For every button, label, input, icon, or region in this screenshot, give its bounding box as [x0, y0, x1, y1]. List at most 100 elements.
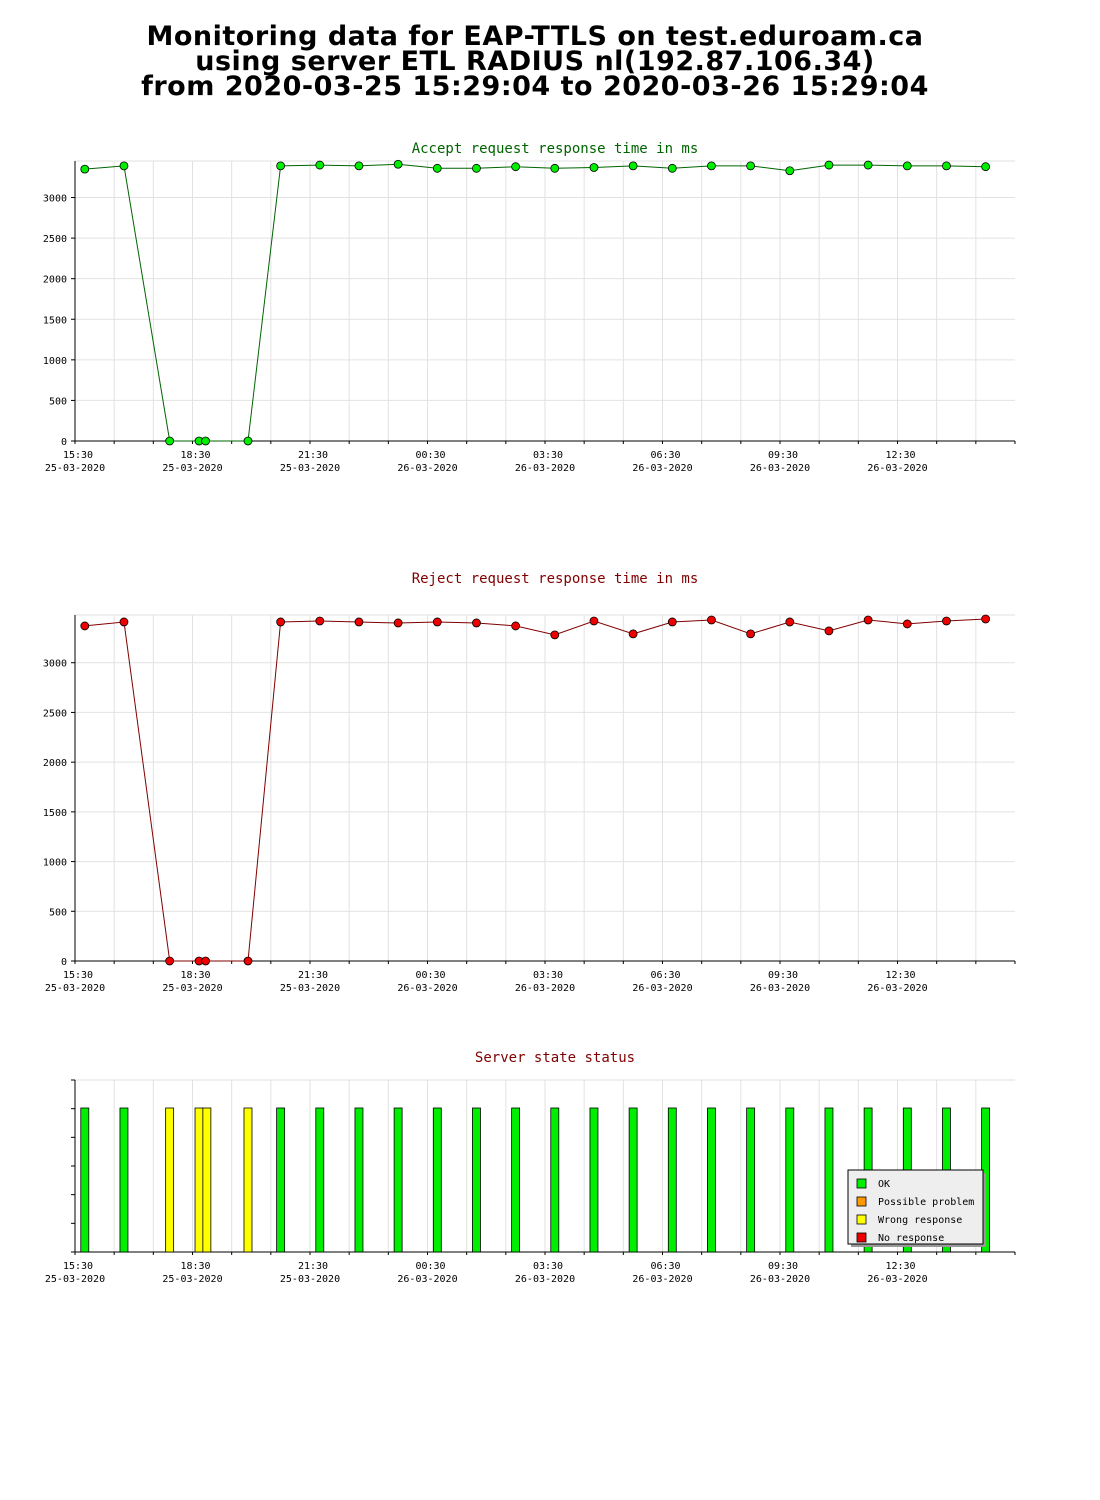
data-point [746, 161, 756, 171]
page-title-line-3: from 2020-03-25 15:29:04 to 2020-03-26 1… [141, 71, 929, 102]
y-tick-label: 2000 [43, 275, 67, 286]
data-point [201, 956, 210, 966]
chart-title: Accept request response time in ms [412, 141, 699, 157]
x-tick-label-date: 26-03-2020 [515, 983, 575, 994]
data-point [628, 161, 638, 171]
chart-title: Server state status [475, 1050, 635, 1066]
x-tick-label-time: 18:30 [180, 1261, 210, 1272]
data-point [707, 161, 716, 171]
x-tick-label-time: 15:30 [63, 1261, 93, 1272]
x-tick-label-time: 03:30 [533, 1261, 563, 1272]
x-tick-label-time: 00:30 [415, 970, 445, 981]
page-title-line-1: Monitoring data for EAP-TTLS on test.edu… [146, 21, 924, 52]
x-tick-label-date: 25-03-2020 [162, 983, 222, 994]
data-point [243, 436, 253, 446]
data-point [354, 161, 364, 171]
data-point [628, 629, 638, 639]
x-tick-label-time: 03:30 [533, 970, 563, 981]
data-point [472, 163, 481, 173]
data-point [667, 617, 677, 627]
x-tick-label-date: 26-03-2020 [515, 1274, 575, 1285]
data-point [472, 618, 481, 628]
accept-response-time-chart: Accept request response time in ms 15:30 2… [43, 141, 1016, 474]
status-bar [707, 1107, 716, 1253]
x-tick-label-time: 03:30 [533, 450, 563, 461]
legend-label: OK [878, 1179, 890, 1190]
x-tick-label-date: 26-03-2020 [750, 1274, 810, 1285]
status-bar [746, 1107, 756, 1253]
x-tick-label-time: 06:30 [650, 450, 680, 461]
y-tick-label: 2500 [43, 234, 67, 245]
y-tick-label: 1000 [43, 858, 67, 869]
x-tick-label-date: 26-03-2020 [750, 983, 810, 994]
x-tick-label-date: 25-03-2020 [162, 1274, 222, 1285]
status-bar [165, 1107, 175, 1253]
status-bar [511, 1107, 521, 1253]
data-point [824, 626, 834, 636]
legend-swatch [856, 1232, 867, 1243]
data-point [942, 616, 951, 626]
x-tick-label-date: 25-03-2020 [162, 463, 222, 474]
x-tick-label-date: 25-03-2020 [280, 983, 340, 994]
x-tick-label-date: 25-03-2020 [280, 463, 340, 474]
x-tick-label-time: 00:30 [415, 450, 445, 461]
x-tick-label-time: 21:30 [298, 1261, 328, 1272]
x-tick-label-date: 26-03-2020 [750, 463, 810, 474]
data-point [942, 161, 951, 171]
series-line [84, 163, 986, 442]
data-point [80, 621, 90, 631]
data-point [824, 160, 834, 170]
status-bar [628, 1107, 638, 1253]
status-bar [119, 1107, 129, 1253]
legend-swatch [856, 1178, 867, 1189]
data-point [550, 630, 560, 640]
x-tick-label-time: 06:30 [650, 970, 680, 981]
x-tick-label-time: 15:30 [63, 450, 93, 461]
x-tick-label-time: 18:30 [180, 450, 210, 461]
data-point [550, 163, 560, 173]
status-bar [589, 1107, 599, 1253]
data-point [276, 617, 286, 627]
x-tick-label-time: 09:30 [768, 450, 798, 461]
server-state-status-chart: Server state status 15:30 25-03-2020 18:30 2… [45, 1050, 1016, 1285]
data-point [511, 162, 521, 172]
status-bar [472, 1107, 481, 1253]
x-tick-label-time: 09:30 [768, 1261, 798, 1272]
y-tick-label: 500 [49, 907, 67, 918]
data-point [785, 166, 795, 176]
data-point [589, 616, 599, 626]
status-bar [824, 1107, 834, 1253]
data-point [354, 617, 364, 627]
y-tick-label: 2500 [43, 708, 67, 719]
data-point [981, 614, 991, 624]
status-bar [667, 1107, 677, 1253]
status-bar [80, 1107, 90, 1253]
x-tick-label-time: 06:30 [650, 1261, 680, 1272]
data-point [393, 159, 403, 169]
legend: OK Possible problem Wrong response No respo… [847, 1169, 984, 1245]
data-point [863, 615, 873, 625]
data-point [863, 160, 873, 170]
x-tick-label-date: 26-03-2020 [632, 463, 692, 474]
y-tick-label: 1000 [43, 356, 67, 367]
status-bar [243, 1107, 253, 1253]
reject-response-time-chart: Reject request response time in ms 15:30 2… [43, 571, 1016, 994]
y-tick-label: 1500 [43, 808, 67, 819]
data-point [315, 616, 325, 626]
x-tick-label-date: 25-03-2020 [45, 463, 105, 474]
data-point [80, 164, 90, 174]
x-tick-label-date: 26-03-2020 [867, 1274, 927, 1285]
x-tick-label-date: 26-03-2020 [397, 1274, 457, 1285]
legend-label: No response [878, 1233, 944, 1244]
data-point [785, 617, 795, 627]
data-point [707, 615, 716, 625]
page-title-line-2: using server ETL RADIUS nl(192.87.106.34… [195, 46, 875, 77]
data-point [667, 163, 677, 173]
x-tick-label-date: 26-03-2020 [397, 983, 457, 994]
data-point [119, 617, 129, 627]
status-bar [393, 1107, 403, 1253]
x-tick-label-date: 25-03-2020 [280, 1274, 340, 1285]
y-tick-label: 3000 [43, 194, 67, 205]
x-tick-label-time: 12:30 [885, 970, 915, 981]
y-tick-label: 0 [61, 437, 67, 448]
